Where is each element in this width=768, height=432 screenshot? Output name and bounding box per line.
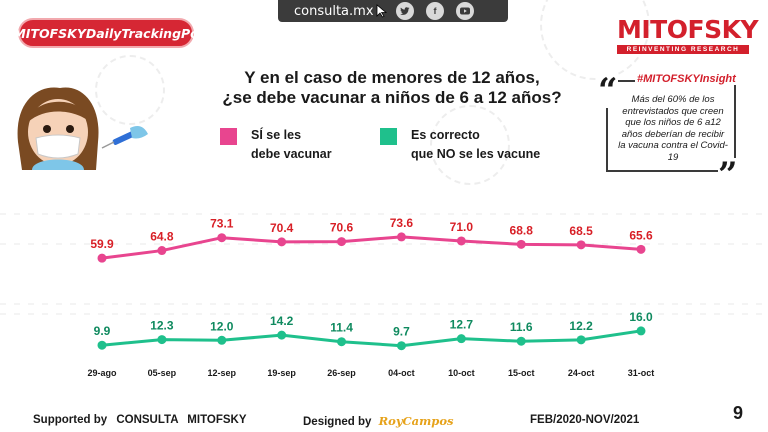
- footer-designed: Designed by RoyCampos: [303, 414, 453, 428]
- data-point: [97, 340, 107, 350]
- legend-label: que NO se les vacune: [411, 147, 541, 161]
- designed-by-label: Designed by: [303, 416, 372, 428]
- data-label: 16.0: [629, 310, 653, 324]
- data-label: 73.6: [390, 216, 414, 230]
- footer-period: FEB/2020-NOV/2021: [530, 414, 640, 426]
- legend-swatch-green: [380, 128, 397, 145]
- x-tick-label: 29-ago: [87, 368, 117, 378]
- legend-label: Es correcto: [411, 128, 480, 142]
- data-label: 70.6: [330, 221, 354, 235]
- data-label: 11.4: [330, 321, 353, 335]
- facebook-icon[interactable]: f: [426, 2, 444, 20]
- background-virus-decoration: [430, 105, 510, 185]
- data-point: [97, 253, 107, 263]
- logo-name: MITOFSKY: [617, 15, 759, 44]
- data-point: [217, 233, 227, 243]
- girl-with-mask-illustration: [17, 87, 148, 170]
- cursor-icon: [376, 4, 388, 18]
- data-label: 59.9: [90, 237, 114, 251]
- legend-label: SÍ se les: [251, 128, 302, 142]
- youtube-icon[interactable]: [456, 2, 474, 20]
- data-point: [157, 246, 167, 256]
- data-point: [217, 335, 227, 345]
- data-point: [636, 326, 646, 336]
- supported-by-label: Supported by: [33, 414, 108, 426]
- data-label: 12.3: [150, 319, 174, 333]
- footer-supported: Supported by CONSULTA MITOFSKY: [33, 414, 247, 426]
- data-label: 9.7: [393, 325, 410, 339]
- insight-text: Más del 60% de los entrevistados que cre…: [618, 94, 728, 163]
- series-line-1: [101, 329, 642, 348]
- data-label: 14.2: [270, 314, 294, 328]
- x-tick-label: 26-sep: [327, 368, 356, 378]
- data-point: [576, 335, 586, 345]
- logo-tagline: REINVENTING RESEARCH: [617, 45, 749, 54]
- data-point: [396, 232, 406, 242]
- url-bar: consulta.mx f: [278, 0, 508, 22]
- data-point: [337, 237, 347, 247]
- x-tick-label: 24-oct: [568, 368, 595, 378]
- legend-item-no: Es correcto que NO se les vacune: [380, 126, 540, 164]
- url-text[interactable]: consulta.mx: [294, 3, 374, 19]
- designer-signature: RoyCampos: [378, 414, 454, 428]
- data-point: [456, 236, 466, 246]
- data-point: [516, 239, 526, 249]
- data-label: 64.8: [150, 230, 174, 244]
- x-tick-label: 05-sep: [148, 368, 177, 378]
- x-tick-label: 12-sep: [208, 368, 237, 378]
- insight-tag: #MITOFSKYInsight: [635, 73, 738, 85]
- tracking-poll-badge: #MITOFSKYDailyTrackingPoll: [5, 18, 207, 48]
- x-tick-label: 31-oct: [628, 368, 655, 378]
- series-line-0: [101, 235, 642, 260]
- data-label: 12.0: [210, 319, 234, 333]
- data-point: [396, 341, 406, 351]
- background-virus-decoration: [95, 55, 165, 125]
- x-tick-label: 04-oct: [388, 368, 415, 378]
- legend-label: debe vacunar: [251, 147, 332, 161]
- data-point: [157, 335, 167, 345]
- data-label: 12.2: [569, 319, 593, 333]
- twitter-icon[interactable]: [396, 2, 414, 20]
- data-label: 9.9: [94, 324, 111, 338]
- consulta-label: CONSULTA: [116, 414, 179, 426]
- title-line-1: Y en el caso de menores de 12 años,: [244, 68, 540, 87]
- insight-box: Más del 60% de los entrevistados que cre…: [606, 80, 736, 172]
- data-point: [636, 244, 646, 254]
- data-label: 12.7: [450, 318, 474, 332]
- mitofsky-logo: MITOFSKY REINVENTING RESEARCH: [617, 15, 759, 54]
- page-number: 9: [733, 403, 744, 423]
- data-label: 73.1: [210, 217, 234, 231]
- data-point: [277, 330, 287, 340]
- data-point: [277, 237, 287, 247]
- data-label: 11.6: [510, 320, 533, 334]
- x-tick-label: 19-sep: [267, 368, 296, 378]
- data-point: [456, 334, 466, 344]
- mitofsky-label: MITOFSKY: [187, 414, 247, 426]
- data-label: 68.8: [510, 223, 534, 237]
- title-line-2: ¿se debe vacunar a niños de 6 a 12 años?: [222, 88, 562, 107]
- data-label: 65.6: [629, 228, 653, 242]
- close-quote-icon: ”: [718, 155, 738, 195]
- line-chart: 59.9 64.8 73.1 70.4 70.6 73.6 71.0 68.8 68.5 65.6…: [0, 213, 768, 378]
- legend-item-yes: SÍ se les debe vacunar: [220, 126, 332, 164]
- x-tick-label: 10-oct: [448, 368, 475, 378]
- x-tick-label: 15-oct: [508, 368, 535, 378]
- legend-swatch-pink: [220, 128, 237, 145]
- data-point: [516, 336, 526, 346]
- data-label: 71.0: [450, 220, 474, 234]
- data-point: [337, 337, 347, 347]
- open-quote-icon: “: [598, 71, 618, 111]
- data-point: [576, 240, 586, 250]
- chart-title: Y en el caso de menores de 12 años, ¿se …: [212, 68, 572, 108]
- data-label: 70.4: [270, 221, 294, 235]
- data-label: 68.5: [569, 224, 593, 238]
